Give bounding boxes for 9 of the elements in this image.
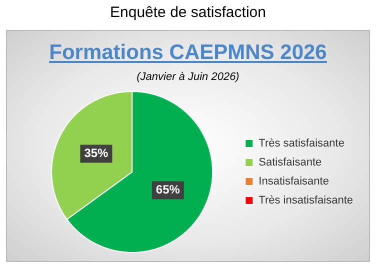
text: (Janvier à Juin 2026) [136, 71, 240, 83]
legend-label: Très satisfaisante [258, 138, 344, 150]
data-label: 65% [156, 182, 180, 197]
chart-title: Enquête de satisfaction [109, 4, 267, 21]
legend-label: Insatisfaisante [258, 176, 329, 188]
legend-label: Très insatisfaisante [258, 194, 354, 207]
data-label: 35% [84, 146, 109, 160]
legend-label: Satisfaisante [258, 156, 322, 169]
chart-subtitle: Formations CAEPMNS 2026 [48, 41, 328, 65]
